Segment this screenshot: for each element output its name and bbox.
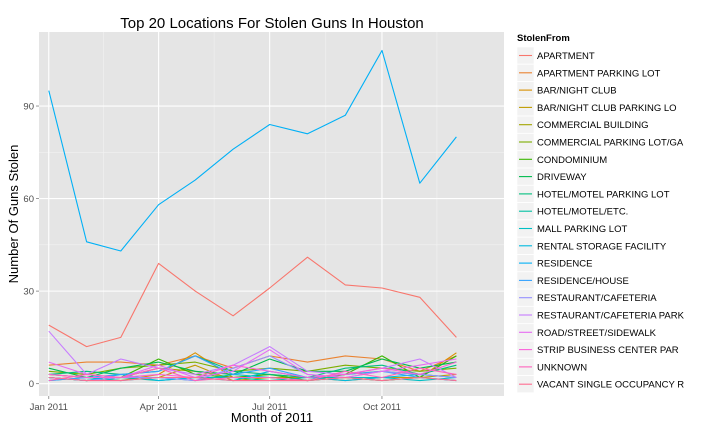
chart-title: Top 20 Locations For Stolen Guns In Hous… [120,15,424,32]
x-axis-title: Month of 2011 [231,410,313,425]
x-tick-label: Jan 2011 [30,402,68,413]
series-line [48,330,457,378]
plot-panel [39,32,504,396]
y-tick-label: 60 [23,194,34,205]
legend-label: RESIDENCE/HOUSE [537,276,629,287]
x-axis: Jan 2011 Apr 2011 Jul 2011 Oct 2011 [30,396,401,413]
series-line [48,49,457,252]
legend-label: ROAD/STREET/SIDEWALK [537,328,657,339]
legend-label: UNKNOWN [537,362,587,373]
legend-label: STRIP BUSINESS CENTER PAR [537,345,679,356]
series-line [48,376,457,382]
legend-label: COMMERCIAL BUILDING [537,120,649,131]
minor-gridlines [39,32,504,396]
legend-label: APARTMENT PARKING LOT [537,68,661,79]
y-tick-label: 90 [23,102,34,113]
legend-label: DRIVEWAY [537,172,587,183]
legend-label: RESIDENCE [537,259,592,270]
legend-label: BAR/NIGHT CLUB [537,86,617,97]
legend-label: BAR/NIGHT CLUB PARKING LO [537,103,677,114]
series-line [48,256,457,348]
legend: StolenFrom APARTMENT APARTMENT PARKING LO… [516,33,685,394]
x-tick-label: Oct 2011 [363,402,401,413]
series-line [48,358,457,379]
legend-items: APARTMENT APARTMENT PARKING LOT BAR/NIGHT … [516,46,685,394]
legend-label: RENTAL STORAGE FACILITY [537,241,667,252]
y-axis-title: Number Of Guns Stolen [6,145,21,284]
legend-label: RESTAURANT/CAFETERIA [537,293,657,304]
y-tick-label: 30 [23,287,34,298]
legend-title: StolenFrom [517,33,570,44]
legend-label: COMMERCIAL PARKING LOT/GA [537,138,684,149]
legend-label: HOTEL/MOTEL PARKING LOT [537,189,670,200]
legend-label: RESTAURANT/CAFETERIA PARK [537,311,685,322]
legend-label: APARTMENT [537,51,595,62]
x-tick-label: Jul 2011 [252,402,287,413]
legend-label: CONDOMINIUM [537,155,607,166]
legend-label: HOTEL/MOTEL/ETC. [537,207,628,218]
y-axis: 0 30 60 90 [23,102,39,390]
legend-label: MALL PARKING LOT [537,224,627,235]
y-tick-label: 0 [29,379,34,390]
series-lines [48,49,457,382]
x-tick-label: Apr 2011 [140,402,178,413]
series-line [48,367,457,382]
legend-label: VACANT SINGLE OCCUPANCY R [537,380,684,391]
